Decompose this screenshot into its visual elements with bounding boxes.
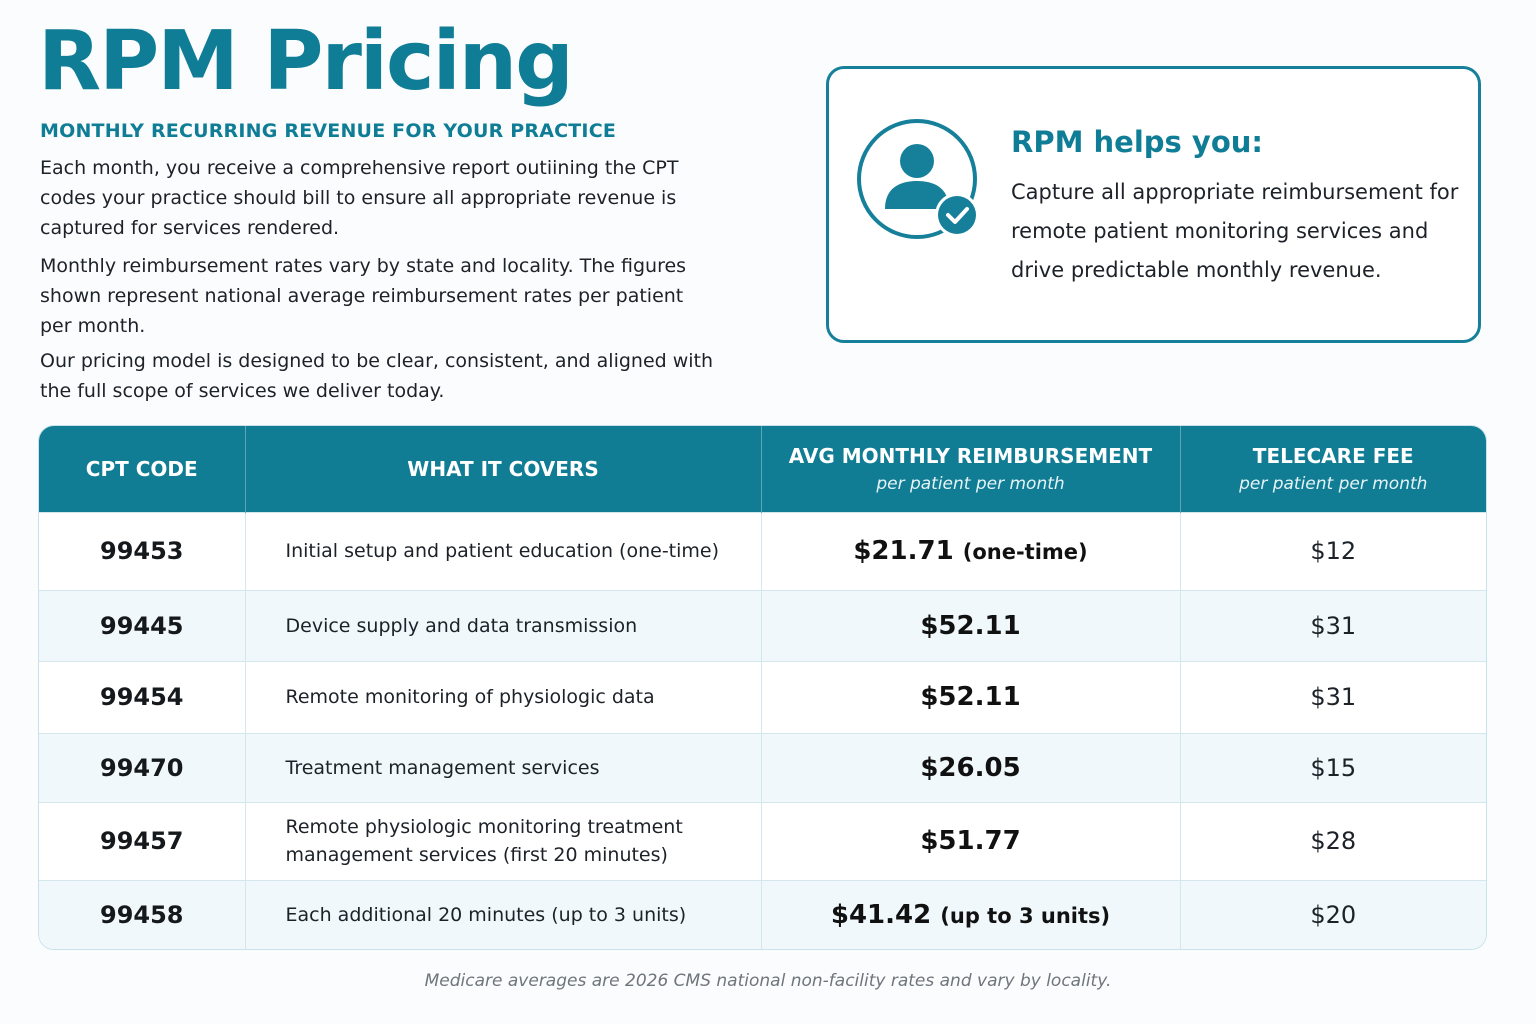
cpt-code-cell: 99470 [39, 733, 246, 802]
callout-title: RPM helps you: [1011, 125, 1263, 159]
rpm-benefits-callout: RPM helps you: Capture all appropriate r… [826, 66, 1481, 343]
cpt-code-cell: 99453 [39, 512, 246, 590]
cpt-code-cell: 99457 [39, 802, 246, 880]
description-cell: Remote physiologic monitoring treatment … [245, 802, 762, 880]
avg-reimbursement-cell: $52.11 [761, 590, 1181, 661]
telecare-fee-cell: $12 [1310, 537, 1357, 565]
avg-reimbursement-cell: $26.05 [761, 733, 1181, 802]
header-avg-subtext: per patient per month [876, 473, 1065, 494]
avg-reimbursement-cell: $21.71 (one-time) [761, 512, 1181, 590]
intro-paragraph-pricing: Our pricing model is designed to be clea… [40, 350, 714, 402]
page-title: RPM Pricing [38, 14, 574, 109]
avg-reimbursement-cell: $52.11 [761, 661, 1181, 733]
telecare-fee-cell: $28 [1310, 827, 1357, 855]
table-row: 99470 Treatment management services $26.… [39, 733, 1486, 802]
description-cell: Treatment management services [245, 733, 762, 802]
telecare-fee-cell: $20 [1310, 901, 1357, 930]
table-row: 99458 Each additional 20 minutes (up to … [39, 880, 1486, 949]
avg-reimbursement-cell: $41.42 (up to 3 units) [761, 880, 1181, 949]
header-cpt-code: CPT CODE [39, 426, 246, 512]
table-row: 99457 Remote physiologic monitoring trea… [39, 802, 1486, 880]
description-cell: Device supply and data transmission [245, 590, 762, 661]
cpt-code-cell: 99458 [39, 880, 246, 949]
patient-check-icon [857, 117, 985, 245]
page-subtitle: MONTHLY RECURRING REVENUE FOR YOUR PRACT… [40, 120, 617, 142]
header-telecare-fee: TELECARE FEE per patient per month [1180, 426, 1486, 512]
cpt-pricing-table: CPT CODE WHAT IT COVERS AVG MONTHLY REIM… [38, 425, 1487, 950]
footnote: Medicare averages are 2026 CMS national … [424, 971, 1112, 991]
table-header-row: CPT CODE WHAT IT COVERS AVG MONTHLY REIM… [39, 426, 1486, 512]
callout-body: Capture all appropriate reimbursement fo… [1011, 180, 1459, 282]
avg-reimbursement-cell: $51.77 [761, 802, 1181, 880]
header-avg-reimbursement: AVG MONTHLY REIMBURSEMENT per patient pe… [761, 426, 1181, 512]
description-cell: Initial setup and patient education (one… [245, 512, 762, 590]
header-fee-subtext: per patient per month [1239, 473, 1428, 494]
cpt-code-cell: 99445 [39, 590, 246, 661]
header-what-it-covers: WHAT IT COVERS [245, 426, 762, 512]
telecare-fee-cell: $15 [1310, 753, 1357, 782]
description-cell: Remote monitoring of physiologic data [245, 661, 762, 733]
intro-paragraph-report: Each month, you receive a comprehensive … [40, 157, 679, 239]
table-row: 99453 Initial setup and patient educatio… [39, 512, 1486, 590]
telecare-fee-cell: $31 [1310, 611, 1357, 640]
description-cell: Each additional 20 minutes (up to 3 unit… [245, 880, 762, 949]
telecare-fee-cell: $31 [1310, 683, 1357, 711]
cpt-code-cell: 99454 [39, 661, 246, 733]
table-row: 99454 Remote monitoring of physiologic d… [39, 661, 1486, 733]
table-row: 99445 Device supply and data transmissio… [39, 590, 1486, 661]
intro-paragraph-rates: Monthly reimbursement rates vary by stat… [40, 255, 687, 337]
